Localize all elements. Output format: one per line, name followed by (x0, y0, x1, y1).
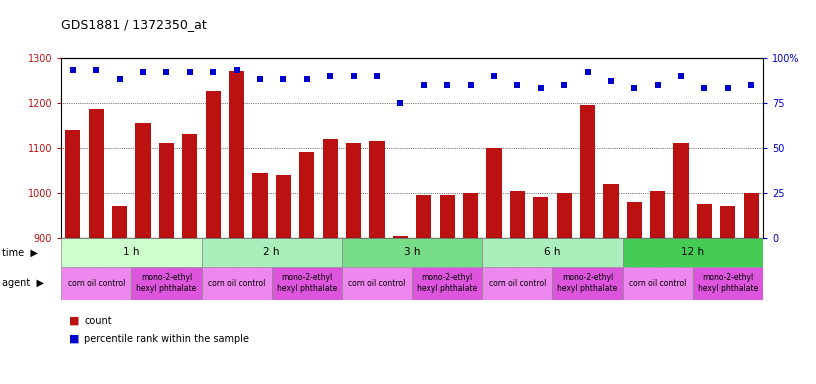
Bar (580, 105, 595, 238)
Bar (552, 267, 623, 300)
Text: corn oil control: corn oil control (68, 279, 125, 288)
Point (394, 100, 407, 106)
Point (113, 76, 126, 82)
Bar (370, 141, 384, 238)
Bar (202, 238, 342, 267)
Bar (482, 267, 552, 300)
Text: mono-2-ethyl
hexyl phthalate: mono-2-ethyl hexyl phthalate (136, 273, 197, 293)
Bar (743, 193, 759, 238)
Text: 2 h: 2 h (264, 247, 280, 258)
Bar (623, 267, 693, 300)
Point (347, 73, 360, 79)
Point (254, 76, 267, 82)
Point (136, 69, 149, 75)
Point (66, 67, 79, 73)
Point (745, 82, 758, 88)
Point (206, 69, 220, 75)
Bar (650, 191, 665, 238)
Bar (693, 267, 763, 300)
Bar (342, 238, 482, 267)
Bar (510, 191, 525, 238)
Text: 6 h: 6 h (544, 247, 561, 258)
Text: time  ▶: time ▶ (2, 247, 38, 258)
Bar (272, 267, 342, 300)
Point (464, 82, 477, 88)
Text: percentile rank within the sample: percentile rank within the sample (84, 334, 249, 344)
Bar (486, 148, 502, 238)
Point (698, 85, 711, 91)
Point (184, 69, 197, 75)
Point (441, 82, 454, 88)
Bar (159, 143, 174, 238)
Point (370, 73, 384, 79)
Bar (182, 134, 197, 238)
Bar (346, 143, 361, 238)
Point (557, 82, 570, 88)
Point (675, 73, 688, 79)
Bar (131, 267, 202, 300)
Point (534, 85, 548, 91)
Point (651, 82, 664, 88)
Bar (557, 193, 572, 238)
Bar (89, 109, 104, 238)
Text: ■: ■ (69, 334, 80, 344)
Bar (440, 195, 455, 238)
Text: mono-2-ethyl
hexyl phthalate: mono-2-ethyl hexyl phthalate (417, 273, 477, 293)
Point (417, 82, 430, 88)
Bar (112, 207, 127, 238)
Text: mono-2-ethyl
hexyl phthalate: mono-2-ethyl hexyl phthalate (277, 273, 337, 293)
Point (230, 67, 243, 73)
Text: 3 h: 3 h (404, 247, 420, 258)
Text: ■: ■ (69, 316, 80, 326)
Text: GDS1881 / 1372350_at: GDS1881 / 1372350_at (61, 18, 207, 31)
Text: mono-2-ethyl
hexyl phthalate: mono-2-ethyl hexyl phthalate (557, 273, 618, 293)
Bar (252, 173, 268, 238)
Text: corn oil control: corn oil control (629, 279, 686, 288)
Text: agent  ▶: agent ▶ (2, 278, 43, 288)
Bar (416, 195, 432, 238)
Point (300, 76, 313, 82)
Bar (299, 152, 314, 238)
Point (160, 69, 173, 75)
Bar (721, 207, 735, 238)
Bar (603, 184, 619, 238)
Text: 1 h: 1 h (123, 247, 140, 258)
Bar (412, 267, 482, 300)
Bar (392, 236, 408, 238)
Point (628, 85, 641, 91)
Bar (623, 238, 763, 267)
Bar (65, 130, 81, 238)
Bar (61, 267, 131, 300)
Bar (322, 139, 338, 238)
Bar (482, 238, 623, 267)
Bar (206, 91, 221, 238)
Bar (673, 143, 689, 238)
Bar (276, 175, 291, 238)
Text: count: count (84, 316, 112, 326)
Point (605, 78, 618, 84)
Point (721, 85, 734, 91)
Text: 12 h: 12 h (681, 247, 704, 258)
Bar (342, 267, 412, 300)
Bar (463, 193, 478, 238)
Text: corn oil control: corn oil control (348, 279, 406, 288)
Bar (202, 267, 272, 300)
Point (90, 67, 103, 73)
Bar (229, 71, 244, 238)
Text: mono-2-ethyl
hexyl phthalate: mono-2-ethyl hexyl phthalate (698, 273, 758, 293)
Bar (533, 197, 548, 238)
Point (487, 73, 500, 79)
Text: corn oil control: corn oil control (489, 279, 546, 288)
Bar (697, 204, 712, 238)
Point (511, 82, 524, 88)
Point (277, 76, 290, 82)
Bar (627, 202, 642, 238)
Bar (135, 123, 151, 238)
Text: corn oil control: corn oil control (208, 279, 265, 288)
Point (581, 69, 594, 75)
Bar (61, 238, 202, 267)
Point (324, 73, 337, 79)
